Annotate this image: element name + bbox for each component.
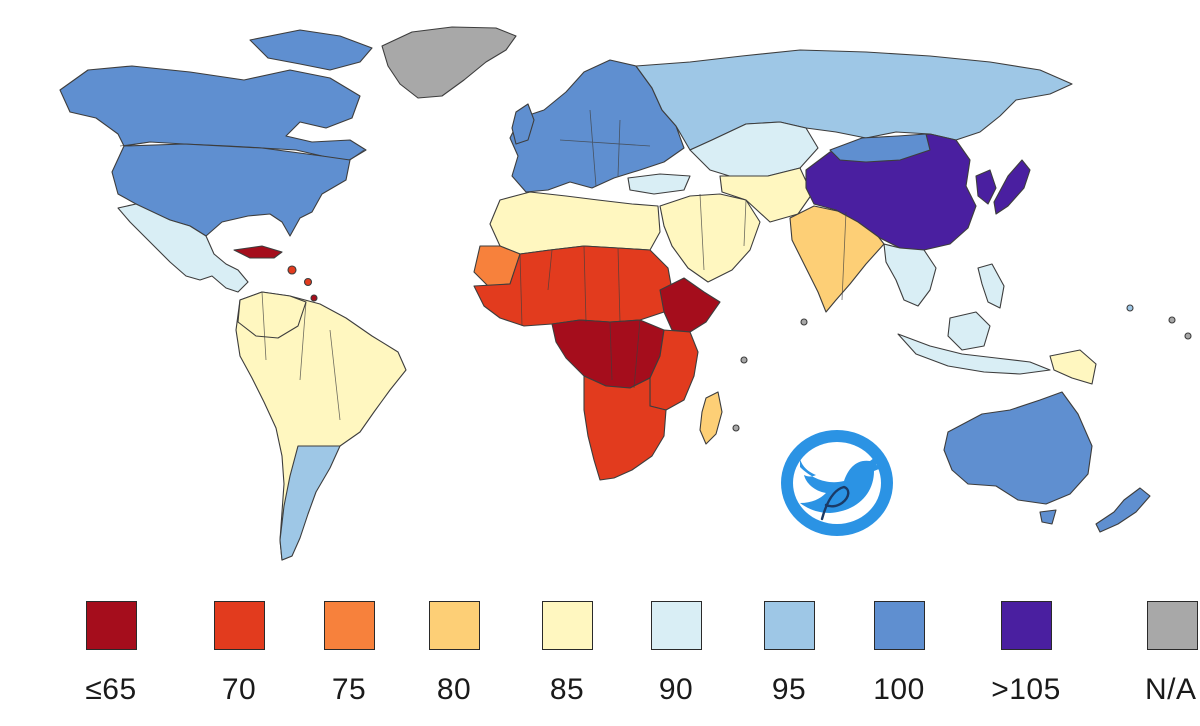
legend-swatch xyxy=(1147,601,1198,650)
bird-icon xyxy=(781,430,893,536)
region-turkey xyxy=(627,173,691,195)
region-new-zealand xyxy=(1095,487,1151,533)
legend-item: 85 xyxy=(527,596,607,707)
region-uk xyxy=(511,103,535,145)
legend-swatch xyxy=(541,601,593,650)
legend-swatch xyxy=(323,601,375,650)
island-caribbean-2 xyxy=(303,277,313,287)
region-greenland xyxy=(381,26,517,99)
region-argentina xyxy=(279,445,341,561)
region-central-africa xyxy=(551,319,665,389)
legend-item: 95 xyxy=(749,596,829,707)
island-caribbean-1 xyxy=(287,265,297,275)
region-philippines xyxy=(977,263,1005,309)
world-map xyxy=(59,26,1192,561)
region-korea xyxy=(975,169,997,205)
legend-swatch xyxy=(763,601,815,650)
legend-swatch xyxy=(428,601,480,650)
legend-swatch xyxy=(85,601,137,650)
legend-item: 70 xyxy=(199,596,279,707)
island-pacific-1 xyxy=(1126,304,1134,312)
legend-label: >105 xyxy=(991,673,1061,706)
legend-label: ≤65 xyxy=(85,673,137,706)
region-tasmania xyxy=(1039,509,1057,525)
legend-label: 75 xyxy=(331,673,367,706)
legend-item: N/A xyxy=(1120,596,1200,707)
region-mexico xyxy=(117,203,249,293)
region-caribbean xyxy=(233,245,283,259)
legend-item: 75 xyxy=(309,596,389,707)
legend-swatch xyxy=(873,601,925,650)
island-pacific-2 xyxy=(1168,316,1176,324)
legend-label: 85 xyxy=(549,673,585,706)
island-pacific-3 xyxy=(1184,332,1192,340)
legend-item: 80 xyxy=(414,596,494,707)
region-europe xyxy=(509,59,685,193)
region-madagascar xyxy=(699,391,723,445)
legend-swatch xyxy=(650,601,702,650)
island-indian-2 xyxy=(732,424,740,432)
region-arctic-islands xyxy=(249,29,373,71)
region-indonesia xyxy=(897,333,1051,375)
legend-label: 100 xyxy=(873,673,925,706)
region-southern-africa xyxy=(583,375,667,481)
legend-item: 90 xyxy=(636,596,716,707)
region-north-africa xyxy=(489,191,661,255)
legend-label: 80 xyxy=(436,673,472,706)
legend-item: >105 xyxy=(986,596,1066,707)
island-indian-1 xyxy=(740,356,748,364)
legend-label: 70 xyxy=(221,673,257,706)
legend-swatch xyxy=(213,601,265,650)
region-russia xyxy=(635,49,1073,151)
legend-label: 90 xyxy=(658,673,694,706)
region-mongolia xyxy=(829,133,931,163)
region-japan xyxy=(993,159,1031,215)
island-caribbean-3 xyxy=(310,294,318,302)
region-papua xyxy=(1049,349,1097,385)
island-indian-3 xyxy=(800,318,808,326)
region-andes-north xyxy=(237,291,307,339)
region-middle-east xyxy=(659,193,761,283)
legend-swatch xyxy=(1000,601,1052,650)
region-australia xyxy=(943,391,1093,505)
region-east-africa xyxy=(649,329,699,411)
legend-label: N/A xyxy=(1145,673,1197,706)
legend-item: 100 xyxy=(859,596,939,707)
country-borders xyxy=(119,109,847,421)
legend-label: 95 xyxy=(771,673,807,706)
region-central-asia xyxy=(689,121,819,179)
region-borneo xyxy=(947,311,991,351)
region-horn-of-africa xyxy=(659,277,721,333)
region-southeast-asia xyxy=(883,243,937,307)
legend: ≤65 70 75 80 85 90 95 100 >105 N/A xyxy=(0,596,1200,726)
legend-item: ≤65 xyxy=(71,596,151,707)
